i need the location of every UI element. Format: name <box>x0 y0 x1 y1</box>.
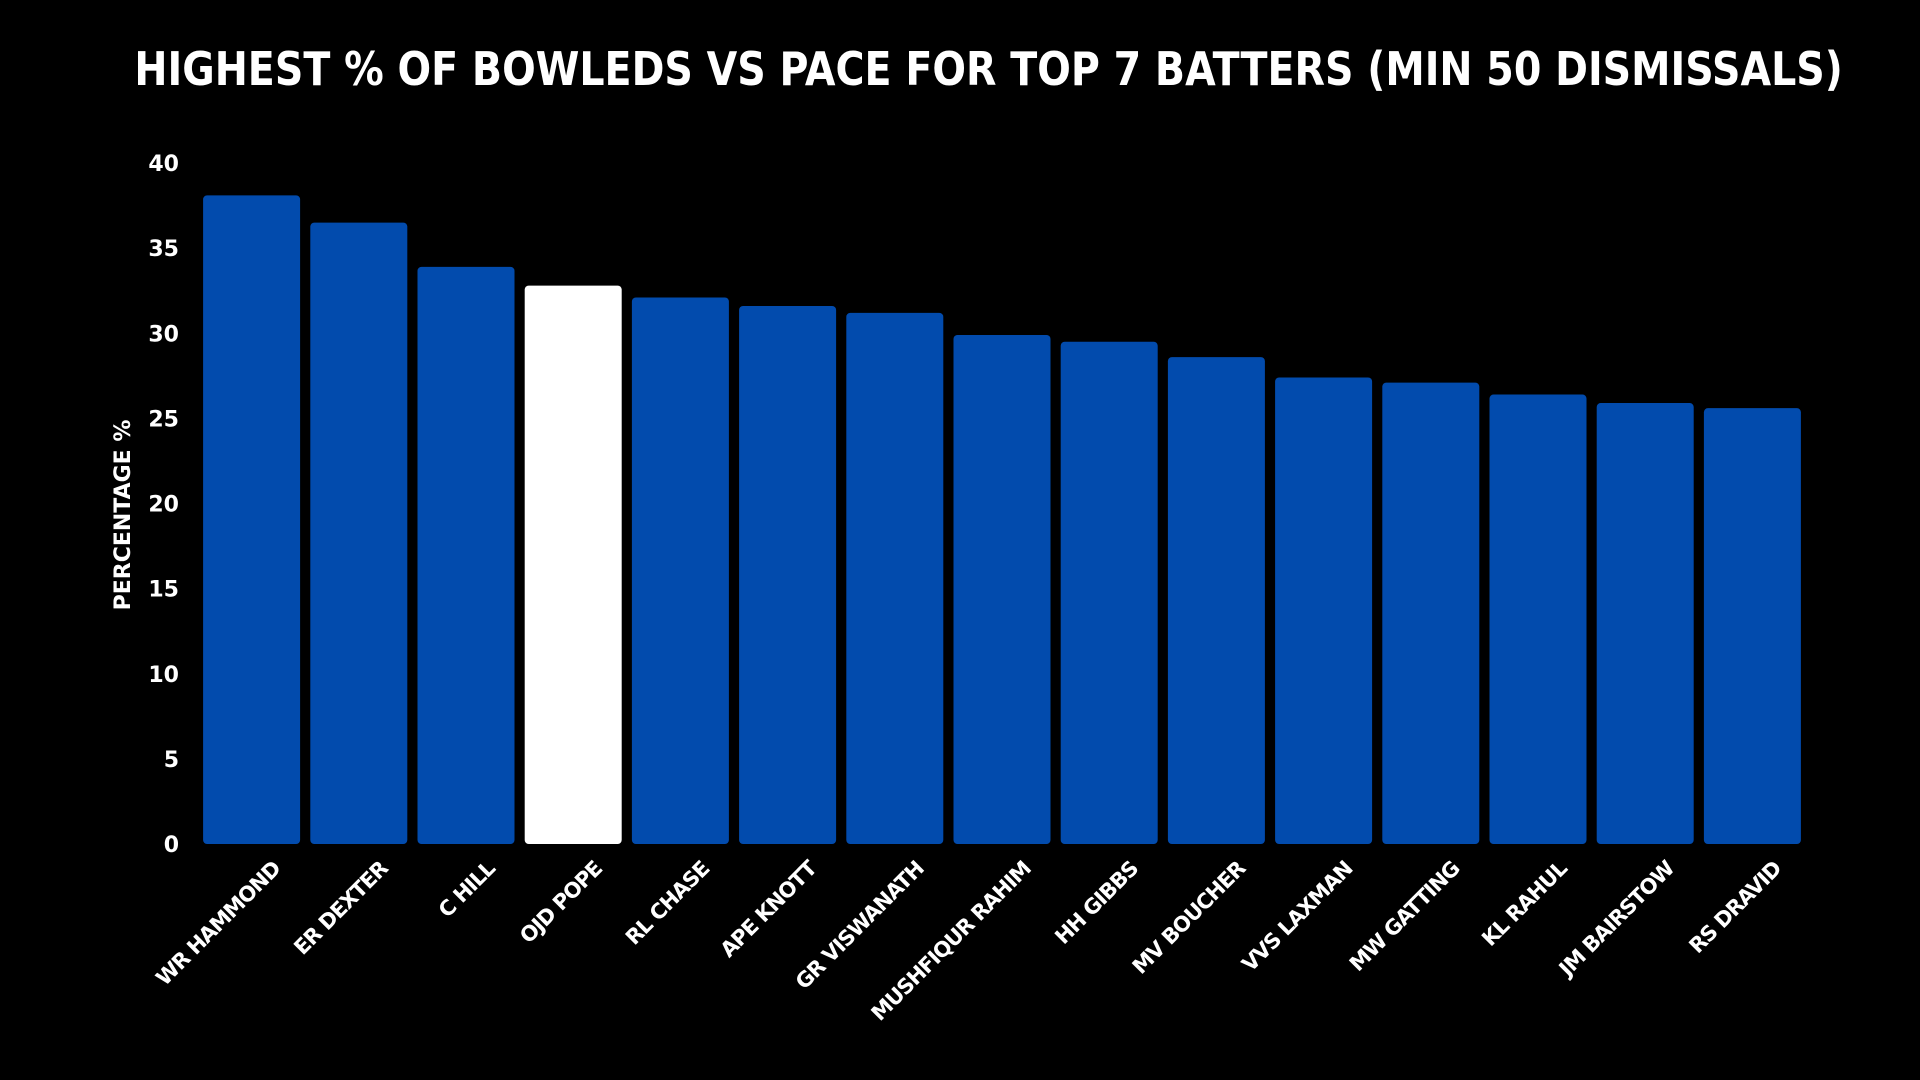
y-tick-label: 5 <box>164 748 179 773</box>
bar-mv-boucher <box>1167 357 1265 844</box>
bar-wr-hammond <box>203 195 301 844</box>
x-tick-label: OJD POPE <box>515 857 606 948</box>
y-tick-label: 20 <box>148 493 179 518</box>
y-tick-label: 10 <box>148 663 179 688</box>
bar-rl-chase <box>631 297 729 844</box>
bar-c-hill <box>417 266 515 844</box>
x-axis-labels: WR HAMMOND ER DEXTER C HILL OJD POPE RL CHAS… <box>151 855 1786 1025</box>
y-tick-label: 15 <box>148 578 179 603</box>
bar-ape-knott <box>739 306 837 844</box>
bar-rs-dravid <box>1703 408 1801 844</box>
x-tick-label: WR HAMMOND <box>151 856 285 990</box>
bar-mw-gatting <box>1382 382 1480 844</box>
x-tick-label: RL CHASE <box>621 857 714 950</box>
x-tick-label: APE KNOTT <box>716 855 823 962</box>
y-tick-label: 40 <box>148 152 179 177</box>
bar-er-dexter <box>310 222 408 844</box>
bar-gr-viswanath <box>846 312 944 844</box>
bar-hh-gibbs <box>1060 341 1158 844</box>
y-axis-title: PERCENTAGE % <box>111 420 136 611</box>
bar-vvs-laxman <box>1275 377 1373 844</box>
x-tick-label: VVS LAXMAN <box>1237 857 1357 977</box>
y-axis-ticks: 0 5 10 15 20 25 30 35 40 <box>148 152 179 858</box>
x-tick-label: KL RAHUL <box>1477 856 1572 951</box>
x-tick-label: MV BOUCHER <box>1128 856 1251 979</box>
y-tick-label: 0 <box>164 833 179 858</box>
x-tick-label: RS DRAVID <box>1684 856 1786 958</box>
x-tick-label: HH GIBBS <box>1050 857 1142 949</box>
bar-jm-bairstow <box>1596 403 1694 844</box>
x-tick-label: JM BAIRSTOW <box>1553 856 1679 982</box>
x-tick-label: MW GATTING <box>1345 857 1465 977</box>
x-tick-label: ER DEXTER <box>289 856 393 960</box>
bars <box>203 195 1801 845</box>
bar-kl-rahul <box>1489 394 1587 844</box>
chart-title: HIGHEST % OF BOWLEDS VS PACE FOR TOP 7 B… <box>134 42 1843 96</box>
bar-ojd-pope <box>524 285 622 845</box>
y-tick-label: 35 <box>148 237 179 262</box>
y-tick-label: 30 <box>148 322 179 347</box>
x-tick-label: C HILL <box>434 856 500 922</box>
bar-mushfiqur-rahim <box>953 334 1051 844</box>
y-tick-label: 25 <box>148 407 179 432</box>
